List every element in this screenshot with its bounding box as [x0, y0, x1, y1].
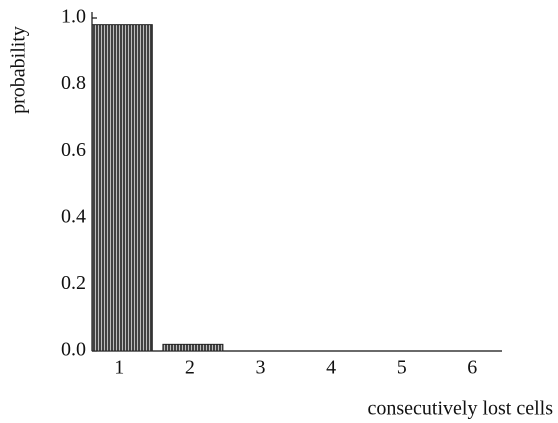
bar — [91, 24, 153, 352]
x-tick-label: 4 — [326, 357, 336, 379]
bar — [162, 343, 224, 352]
x-axis-label: consecutively lost cells — [367, 398, 553, 420]
x-tick-label: 1 — [114, 357, 124, 379]
y-tick-label: 0.2 — [61, 272, 86, 294]
y-tick-label: 0.4 — [61, 205, 86, 227]
y-tick-label: 0.0 — [61, 339, 86, 361]
y-tick-label: 0.8 — [61, 72, 86, 94]
x-tick-label: 3 — [256, 357, 266, 379]
x-tick-label: 5 — [397, 357, 407, 379]
y-tick-label: 1.0 — [61, 6, 86, 28]
x-tick-label: 6 — [467, 357, 477, 379]
x-tick-label: 2 — [185, 357, 195, 379]
y-axis-label: probability — [8, 26, 30, 114]
y-tick-label: 0.6 — [61, 139, 86, 161]
